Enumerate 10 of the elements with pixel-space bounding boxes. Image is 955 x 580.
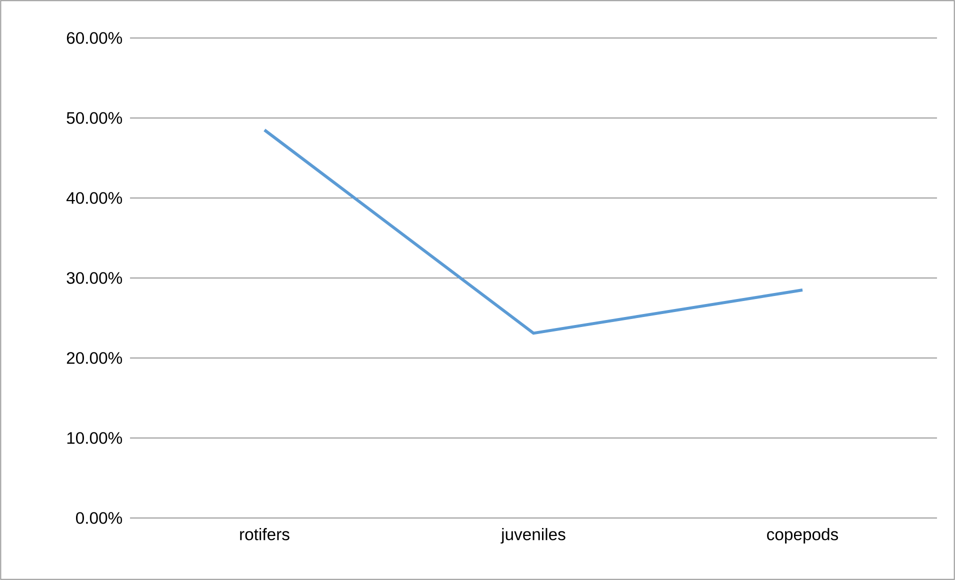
- y-tick-label: 0.00%: [76, 512, 122, 524]
- x-tick-label: juveniles: [500, 528, 566, 544]
- y-tick-label: 20.00%: [66, 352, 122, 364]
- x-tick-label: copepods: [767, 528, 838, 544]
- x-tick-label: rotifers: [240, 528, 290, 540]
- y-tick-label: 50.00%: [66, 112, 122, 124]
- y-tick-label: 30.00%: [66, 272, 122, 284]
- y-tick-label: 60.00%: [66, 32, 122, 44]
- y-tick-label: 40.00%: [66, 192, 122, 204]
- y-tick-label: 10.00%: [67, 432, 122, 444]
